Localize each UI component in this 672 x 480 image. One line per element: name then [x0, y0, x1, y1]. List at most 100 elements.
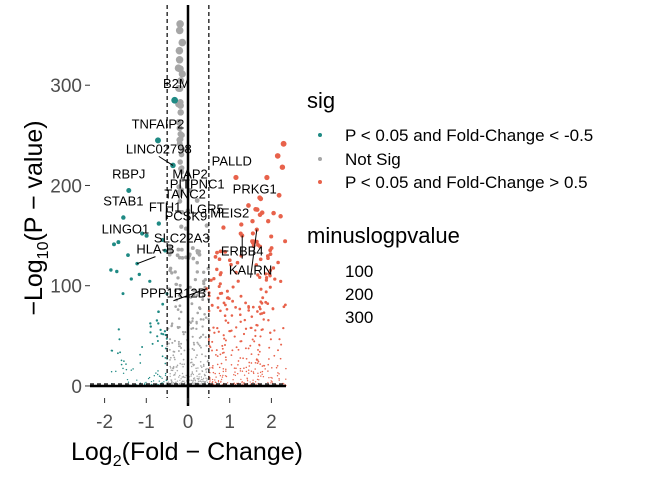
- data-point: [232, 379, 234, 381]
- labeled-point-b2m: [171, 96, 179, 104]
- data-point: [176, 20, 184, 28]
- axes: -2 -1 0 1 2 0 100 200 300: [50, 5, 286, 433]
- data-point: [196, 377, 198, 380]
- data-point: [126, 378, 129, 381]
- legend-size-title: minuslogpvalue: [307, 223, 460, 248]
- data-point: [282, 326, 285, 330]
- data-point: [130, 369, 133, 371]
- data-point: [177, 192, 183, 198]
- data-point: [222, 370, 225, 373]
- data-point: [196, 341, 199, 344]
- data-point: [214, 372, 216, 375]
- data-point: [181, 381, 183, 383]
- data-point: [178, 151, 185, 158]
- data-point: [110, 371, 113, 373]
- legend-key-ns: [318, 157, 322, 161]
- data-point: [278, 373, 280, 375]
- data-point: [175, 381, 177, 384]
- data-point: [167, 247, 172, 252]
- data-point: [268, 274, 272, 278]
- data-point: [258, 343, 261, 346]
- y-axis-title: −Log10(P − value): [20, 120, 52, 315]
- data-point: [145, 381, 147, 384]
- data-point: [173, 339, 176, 342]
- data-point: [271, 307, 275, 311]
- data-point: [223, 337, 226, 340]
- data-point: [170, 324, 173, 328]
- data-point: [270, 382, 272, 384]
- data-point: [139, 353, 142, 356]
- data-point: [279, 279, 283, 284]
- data-point: [254, 361, 257, 364]
- data-point: [137, 272, 141, 277]
- data-point: [178, 376, 180, 378]
- data-point: [240, 378, 242, 381]
- data-point: [236, 372, 239, 375]
- gene-label-kalrn: KALRN: [229, 263, 272, 278]
- data-point: [195, 370, 198, 372]
- data-point: [261, 328, 264, 331]
- data-point: [231, 299, 235, 303]
- data-point: [234, 306, 237, 309]
- data-point: [233, 373, 235, 376]
- gene-label-meis2: MEIS2: [210, 206, 249, 221]
- data-point: [212, 365, 214, 367]
- data-point: [225, 375, 228, 378]
- data-point: [157, 310, 160, 314]
- gene-label-rbpj: RBPJ: [112, 166, 145, 181]
- data-point: [197, 378, 200, 380]
- data-point: [214, 379, 216, 381]
- data-point: [279, 164, 286, 170]
- data-point: [173, 289, 178, 293]
- data-point: [141, 346, 144, 348]
- data-point: [183, 363, 186, 366]
- data-point: [178, 38, 187, 47]
- gene-label-lgr5: LGR5: [190, 202, 224, 217]
- data-point: [176, 366, 178, 368]
- gene-label-stab1: STAB1: [103, 194, 143, 209]
- data-point: [158, 375, 161, 377]
- data-point: [178, 287, 182, 291]
- data-point: [220, 362, 223, 365]
- data-point: [222, 334, 225, 337]
- data-point: [282, 305, 286, 309]
- data-point: [149, 325, 152, 328]
- data-point: [269, 338, 272, 341]
- data-point: [216, 363, 219, 366]
- data-point: [216, 355, 219, 357]
- data-point: [274, 153, 281, 159]
- data-point: [193, 277, 198, 282]
- data-point: [257, 372, 259, 375]
- data-point: [213, 331, 216, 334]
- data-point: [192, 341, 195, 344]
- data-point: [205, 344, 208, 347]
- data-point: [195, 356, 197, 359]
- data-point: [237, 360, 240, 362]
- data-point: [269, 234, 274, 239]
- data-point: [261, 365, 264, 367]
- data-point: [220, 380, 222, 382]
- data-point: [196, 311, 200, 315]
- data-point: [244, 327, 248, 330]
- data-point: [271, 377, 273, 379]
- data-point: [215, 349, 218, 352]
- data-point: [206, 367, 208, 370]
- data-point: [283, 239, 288, 244]
- data-point: [202, 282, 206, 286]
- data-point: [254, 381, 257, 383]
- labeled-point-hla-b: [135, 261, 139, 266]
- data-point: [181, 330, 185, 334]
- data-point: [195, 367, 197, 370]
- data-point: [215, 376, 217, 378]
- data-point: [258, 379, 260, 381]
- data-point: [241, 370, 244, 372]
- data-point: [278, 378, 280, 380]
- data-point: [179, 374, 181, 377]
- data-point: [264, 368, 266, 370]
- data-point: [203, 277, 208, 282]
- data-point: [170, 271, 174, 275]
- data-point: [163, 330, 167, 333]
- data-point: [217, 381, 220, 383]
- data-point: [251, 239, 256, 244]
- data-point: [259, 363, 262, 365]
